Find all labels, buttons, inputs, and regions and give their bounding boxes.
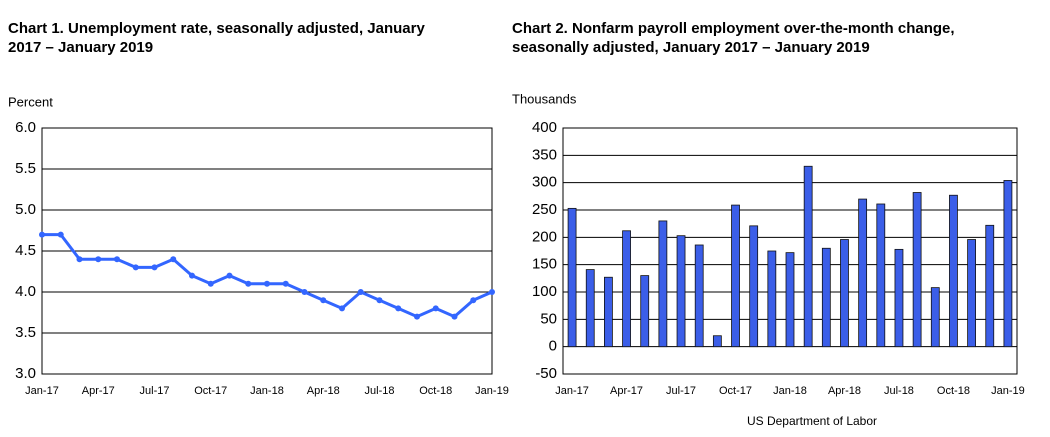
- y-tick-label: 0: [549, 338, 557, 355]
- x-tick-label: Jan-18: [773, 385, 807, 397]
- bar: [949, 194, 958, 348]
- x-tick-label: Oct-18: [937, 385, 970, 397]
- y-tick-label: 4.0: [15, 283, 36, 300]
- marker: [207, 280, 214, 287]
- bar: [604, 276, 613, 348]
- marker: [76, 256, 83, 263]
- y-tick-label: -50: [535, 365, 557, 382]
- bar: [676, 235, 686, 348]
- x-tick-label: Jan-19: [991, 385, 1025, 397]
- x-tick-label: Jul-17: [666, 385, 696, 397]
- marker: [170, 256, 177, 263]
- bar: [821, 247, 831, 348]
- marker: [245, 280, 252, 287]
- chart-title: Chart 1. Unemployment rate, seasonally a…: [8, 20, 425, 56]
- bar: [876, 203, 886, 348]
- marker: [114, 256, 120, 263]
- marker: [320, 297, 327, 304]
- marker: [357, 289, 364, 295]
- bar: [930, 287, 940, 348]
- y-tick-label: 5.0: [15, 201, 36, 218]
- bar: [567, 207, 577, 348]
- bar: [985, 224, 995, 348]
- y-tick-label: 250: [532, 201, 557, 218]
- plot-frame: [562, 127, 1018, 375]
- bar: [1003, 180, 1013, 348]
- marker: [226, 272, 233, 279]
- x-tick-label: Oct-17: [194, 385, 227, 397]
- y-axis-label: Percent: [8, 94, 53, 109]
- y-axis-label: Thousands: [512, 91, 577, 106]
- marker: [376, 297, 383, 304]
- y-tick-label: 4.5: [15, 242, 36, 259]
- marker: [451, 313, 458, 320]
- y-tick-label: 3.0: [15, 365, 36, 382]
- y-tick-label: 200: [532, 228, 557, 245]
- x-tick-label: Oct-18: [419, 385, 452, 397]
- y-tick-label: 350: [532, 146, 557, 163]
- y-tick-label: 50: [540, 310, 557, 327]
- bar: [785, 252, 795, 348]
- marker: [189, 272, 195, 279]
- bar: [967, 239, 976, 348]
- bar: [622, 230, 631, 348]
- x-tick-label: Jan-17: [25, 385, 59, 397]
- y-tick-label: 100: [532, 283, 557, 300]
- plot-frame: [41, 127, 493, 375]
- footer: US Department of Labor: [747, 414, 877, 428]
- x-tick-label: Apr-17: [610, 385, 643, 397]
- chart-title: Chart 2. Nonfarm payroll employment over…: [512, 20, 955, 56]
- bar: [658, 220, 668, 348]
- marker: [151, 264, 158, 271]
- bar: [712, 335, 722, 348]
- marker: [470, 297, 477, 304]
- x-tick-label: Apr-18: [307, 385, 340, 397]
- y-tick-label: 150: [532, 256, 557, 273]
- bar: [894, 248, 904, 348]
- x-tick-label: Jul-18: [884, 385, 914, 397]
- bar: [803, 165, 813, 348]
- marker: [432, 305, 439, 312]
- y-tick-label: 3.5: [15, 324, 36, 341]
- marker: [414, 313, 420, 320]
- x-tick-label: Apr-18: [828, 385, 861, 397]
- x-tick-label: Apr-17: [82, 385, 115, 397]
- x-tick-label: Jan-19: [475, 385, 509, 397]
- marker: [489, 289, 495, 295]
- marker: [132, 264, 139, 271]
- bar: [912, 192, 922, 348]
- marker: [301, 289, 308, 295]
- bar: [840, 239, 849, 348]
- y-tick-label: 400: [532, 119, 557, 136]
- marker: [39, 231, 45, 238]
- bar: [694, 244, 704, 348]
- bar: [640, 275, 650, 348]
- x-tick-label: Jul-18: [365, 385, 395, 397]
- x-tick-label: Jan-18: [250, 385, 284, 397]
- marker: [339, 305, 345, 312]
- marker: [95, 256, 102, 263]
- x-tick-label: Jan-17: [555, 385, 589, 397]
- x-tick-label: Jul-17: [140, 385, 170, 397]
- bar: [749, 225, 759, 348]
- y-tick-label: 5.5: [15, 160, 36, 177]
- bar: [585, 269, 595, 348]
- marker: [57, 231, 64, 238]
- line: [42, 233, 493, 319]
- marker: [395, 305, 402, 312]
- marker: [264, 280, 270, 287]
- x-tick-label: Oct-17: [719, 385, 752, 397]
- bar: [731, 204, 740, 348]
- bar: [767, 250, 777, 348]
- y-tick-label: 6.0: [15, 119, 36, 136]
- bar: [858, 198, 868, 348]
- y-tick-label: 300: [532, 174, 557, 191]
- marker: [282, 280, 289, 287]
